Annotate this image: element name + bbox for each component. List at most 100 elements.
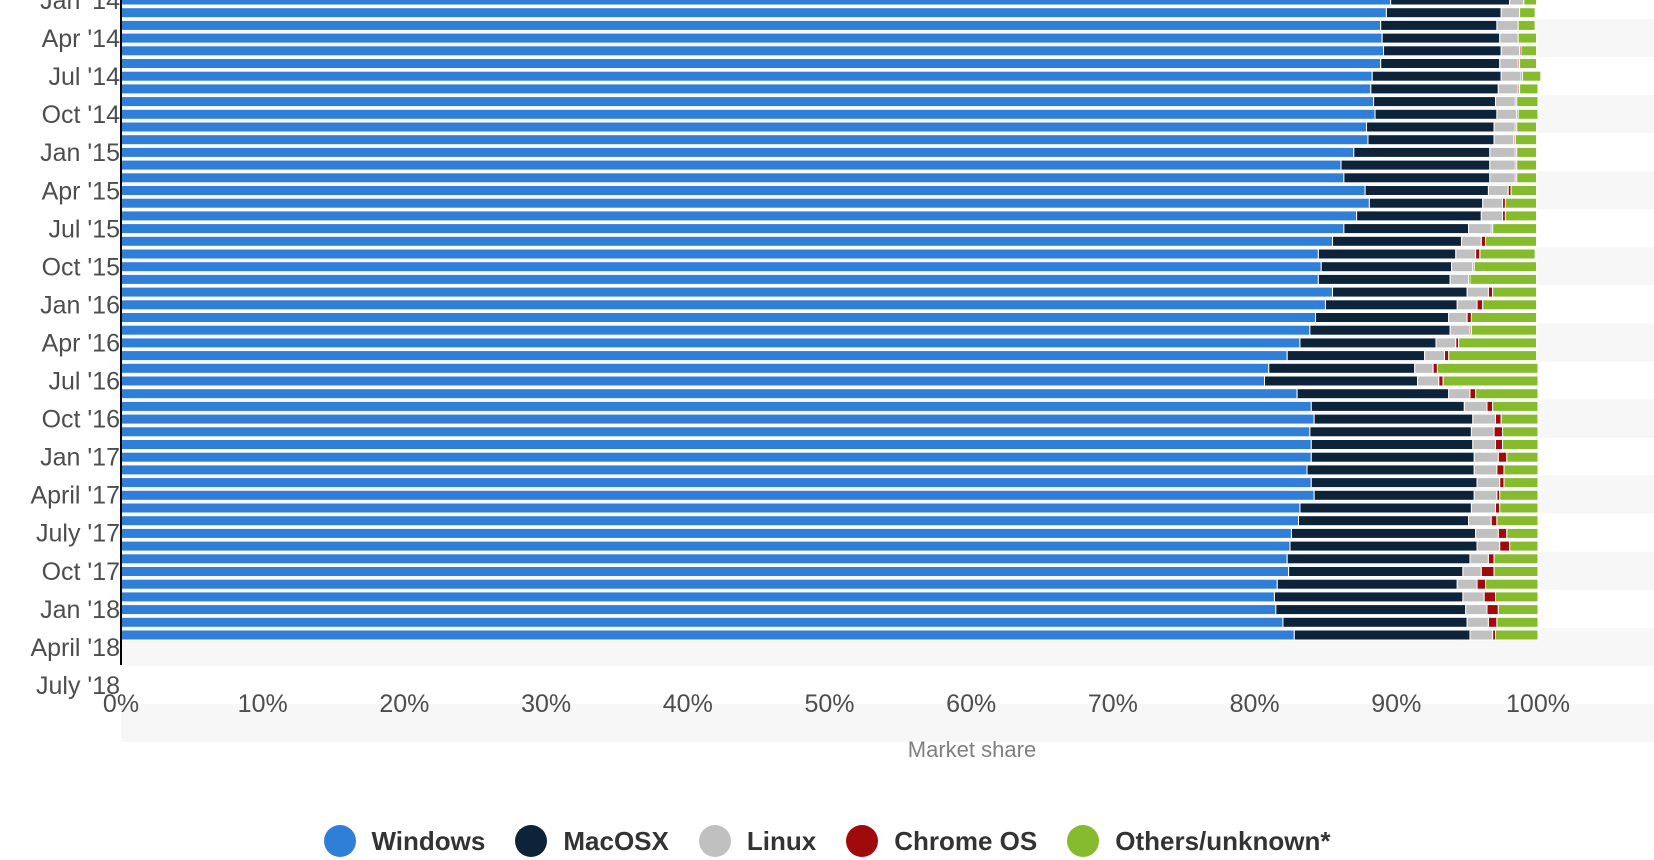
- bar-segment-chrome-os: [1486, 400, 1494, 412]
- bar-segment-macosx: [1310, 439, 1474, 450]
- y-tick-label: Oct '15: [42, 253, 120, 281]
- bar-segment-others-unknown: [1516, 146, 1538, 158]
- bar-segment-windows: [120, 7, 1387, 19]
- bar-segment-linux: [1449, 324, 1471, 336]
- x-tick-label: 20%: [379, 690, 429, 718]
- bar-segment-linux: [1470, 426, 1495, 438]
- bar-segment-macosx: [1310, 451, 1475, 463]
- bar-segment-macosx: [1371, 70, 1502, 82]
- bar-segment-others-unknown: [1502, 439, 1539, 450]
- bar-segment-linux: [1414, 362, 1434, 374]
- background-stripe: [121, 703, 1654, 742]
- legend-item[interactable]: Windows: [323, 825, 485, 857]
- bar-segment-linux: [1489, 159, 1516, 171]
- bar-segment-windows: [120, 58, 1382, 69]
- legend-swatch: [1067, 825, 1100, 857]
- bar-segment-linux: [1469, 553, 1489, 565]
- legend-item[interactable]: Chrome OS: [846, 825, 1037, 857]
- y-tick-label: Oct '14: [42, 101, 121, 129]
- bar-segment-others-unknown: [1517, 32, 1538, 44]
- y-tick-label: July '18: [36, 672, 120, 700]
- bar-segment-macosx: [1290, 527, 1477, 539]
- bar-segment-others-unknown: [1519, 58, 1538, 69]
- bar-segment-windows: [120, 146, 1355, 158]
- bar-segment-macosx: [1313, 489, 1475, 501]
- bar-segment-macosx: [1380, 19, 1498, 31]
- bar-segment-windows: [120, 286, 1334, 298]
- bar-segment-chrome-os: [1490, 515, 1498, 527]
- bar-segment-linux: [1497, 83, 1519, 95]
- bar-segment-macosx: [1317, 248, 1457, 260]
- x-tick-labels: 0% 10% 20% 30% 40% 50% 60% 70% 80% 90% 100%: [103, 690, 1570, 718]
- bar-segment-linux: [1472, 413, 1496, 425]
- bar-segment-linux: [1500, 45, 1521, 57]
- bar-segment-chrome-os: [1476, 578, 1487, 590]
- bar-segment-windows: [120, 261, 1322, 273]
- bar-segment-linux: [1468, 515, 1492, 527]
- bar-segment-windows: [120, 121, 1368, 133]
- bar-segment-others-unknown: [1517, 108, 1539, 120]
- legend-item[interactable]: MacOSX: [515, 825, 669, 857]
- bar-segment-chrome-os: [1496, 464, 1505, 476]
- bar-segment-others-unknown: [1506, 451, 1539, 463]
- bar-segment-macosx: [1332, 286, 1468, 298]
- y-tick-label: Jul '14: [49, 63, 121, 91]
- bar-segment-linux: [1493, 134, 1515, 146]
- y-tick-label: Jul '15: [49, 215, 120, 243]
- bar-segment-others-unknown: [1509, 540, 1539, 552]
- bar-segment-others-unknown: [1485, 235, 1538, 247]
- bar-segment-macosx: [1275, 604, 1467, 616]
- bar-segment-linux: [1473, 489, 1498, 501]
- legend-item[interactable]: Linux: [698, 825, 816, 857]
- bar-segment-windows: [120, 273, 1319, 285]
- bar-segment-windows: [120, 527, 1292, 539]
- bar-segment-windows: [120, 83, 1372, 95]
- bar-segment-others-unknown: [1493, 553, 1539, 565]
- bar-segment-windows: [120, 197, 1370, 209]
- bar-segment-linux: [1489, 146, 1516, 158]
- bar-segment-linux: [1494, 96, 1516, 108]
- bar-segment-macosx: [1367, 134, 1495, 146]
- bar-segment-macosx: [1364, 185, 1489, 196]
- bar-segment-macosx: [1299, 502, 1472, 514]
- bar-segment-linux: [1468, 223, 1492, 235]
- x-axis-label: Market share: [908, 737, 1036, 762]
- bar-segment-macosx: [1268, 362, 1416, 374]
- bar-segment-windows: [120, 540, 1291, 552]
- bar-segment-macosx: [1288, 566, 1464, 577]
- bar-segment-windows: [120, 0, 1392, 6]
- bar-segment-macosx: [1282, 616, 1468, 628]
- bar-segment-macosx: [1368, 197, 1484, 209]
- bar-segment-linux: [1500, 70, 1522, 82]
- bar-segment-windows: [120, 312, 1317, 323]
- bar-segment-others-unknown: [1521, 70, 1542, 82]
- bar-segment-linux: [1493, 121, 1516, 133]
- x-tick-label: 10%: [238, 690, 288, 718]
- bar-segment-windows: [120, 400, 1312, 412]
- bar-segment-macosx: [1324, 299, 1458, 311]
- legend-swatch: [698, 825, 731, 857]
- bar-segment-chrome-os: [1487, 553, 1495, 565]
- x-tick-label: 70%: [1088, 690, 1138, 718]
- chart-canvas: Jan '14 Apr '14 Jul '14 Oct '14 Jan '15 Apr '…: [30, 0, 1654, 762]
- bar-segment-linux: [1480, 210, 1504, 222]
- bar-segment-macosx: [1293, 629, 1471, 641]
- bar-segment-macosx: [1296, 388, 1450, 400]
- bar-segment-others-unknown: [1516, 159, 1538, 171]
- bar-segment-windows: [120, 489, 1315, 501]
- bar-segment-chrome-os: [1497, 451, 1508, 463]
- y-tick-label: Apr '16: [42, 329, 120, 357]
- x-tick-label: 90%: [1371, 690, 1421, 718]
- bar-segment-macosx: [1317, 273, 1451, 285]
- bar-segment-macosx: [1373, 96, 1496, 108]
- bar-segment-others-unknown: [1514, 134, 1538, 146]
- bar-segment-others-unknown: [1436, 362, 1539, 374]
- bar-segment-windows: [120, 616, 1284, 628]
- legend: Windows MacOSX Linux Chrome OS Others/unknow…: [0, 822, 1654, 860]
- bar-segment-macosx: [1286, 553, 1471, 565]
- bar-segment-macosx: [1309, 426, 1472, 438]
- legend-item[interactable]: Others/unknown*: [1067, 825, 1331, 857]
- bar-segment-macosx: [1381, 32, 1501, 44]
- bar-segment-linux: [1470, 502, 1496, 514]
- bar-segment-chrome-os: [1487, 286, 1494, 298]
